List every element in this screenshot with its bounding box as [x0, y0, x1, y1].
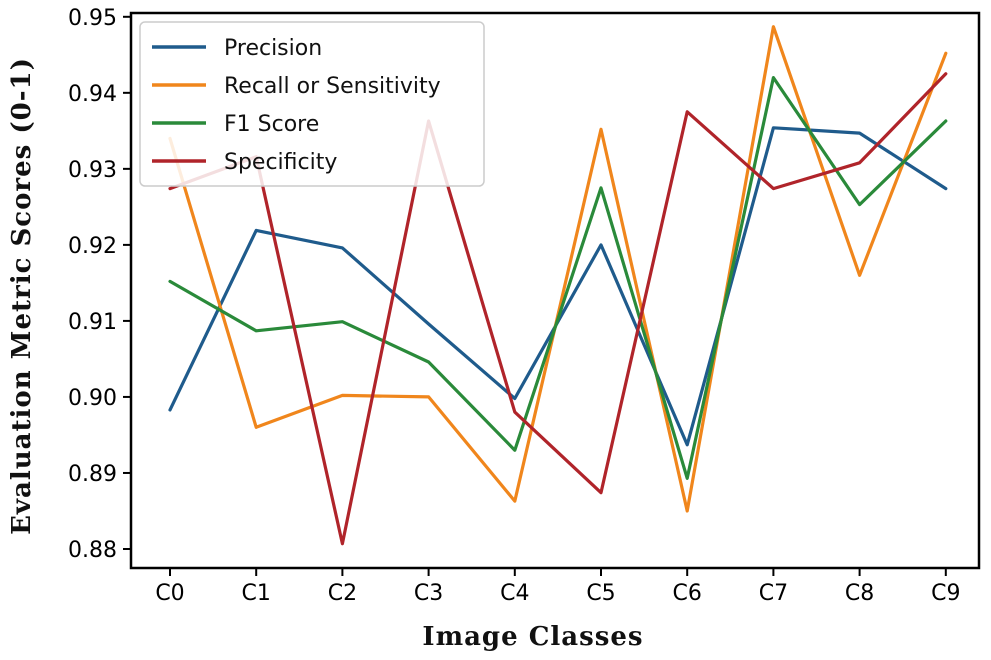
- y-tick-label: 0.93: [68, 158, 117, 183]
- x-axis-title: Image Classes: [422, 622, 643, 652]
- series-line-specificity: [168, 72, 948, 546]
- x-tick-label: C5: [586, 581, 615, 606]
- y-axis-title: Evaluation Metric Scores (0-1): [7, 57, 37, 535]
- y-tick-label: 0.94: [68, 82, 117, 107]
- x-tick-label: C3: [414, 581, 443, 606]
- y-axis: 0.88 0.89 0.90 0.91 0.92 0.93 0.94 0.95: [68, 6, 131, 563]
- x-tick-label: C4: [500, 581, 529, 606]
- x-tick-label: C9: [931, 581, 960, 606]
- y-tick-label: 0.90: [68, 386, 117, 411]
- series-layer: [168, 25, 948, 546]
- y-tick-label: 0.88: [68, 538, 117, 563]
- legend-label: Specificity: [224, 150, 337, 175]
- y-tick-label: 0.92: [68, 234, 117, 259]
- x-tick-label: C6: [673, 581, 702, 606]
- x-tick-label: C8: [845, 581, 874, 606]
- legend-label: Recall or Sensitivity: [224, 74, 441, 99]
- x-tick-label: C2: [328, 581, 357, 606]
- x-axis: C0 C1 C2 C3 C4 C5 C6 C7 C8 C9: [155, 568, 960, 606]
- legend: Precision Recall or Sensitivity F1 Score Sp…: [139, 21, 485, 187]
- legend-label: F1 Score: [224, 112, 319, 137]
- legend-box: [139, 21, 485, 187]
- x-tick-label: C1: [242, 581, 271, 606]
- y-tick-label: 0.89: [68, 462, 117, 487]
- series-line-f1-score: [168, 75, 948, 480]
- legend-items: Precision Recall or Sensitivity F1 Score Sp…: [152, 36, 441, 175]
- y-tick-label: 0.91: [68, 310, 117, 335]
- legend-label: Precision: [224, 36, 322, 61]
- y-tick-label: 0.95: [68, 6, 117, 31]
- x-tick-label: C7: [759, 581, 788, 606]
- x-tick-label: C0: [155, 581, 184, 606]
